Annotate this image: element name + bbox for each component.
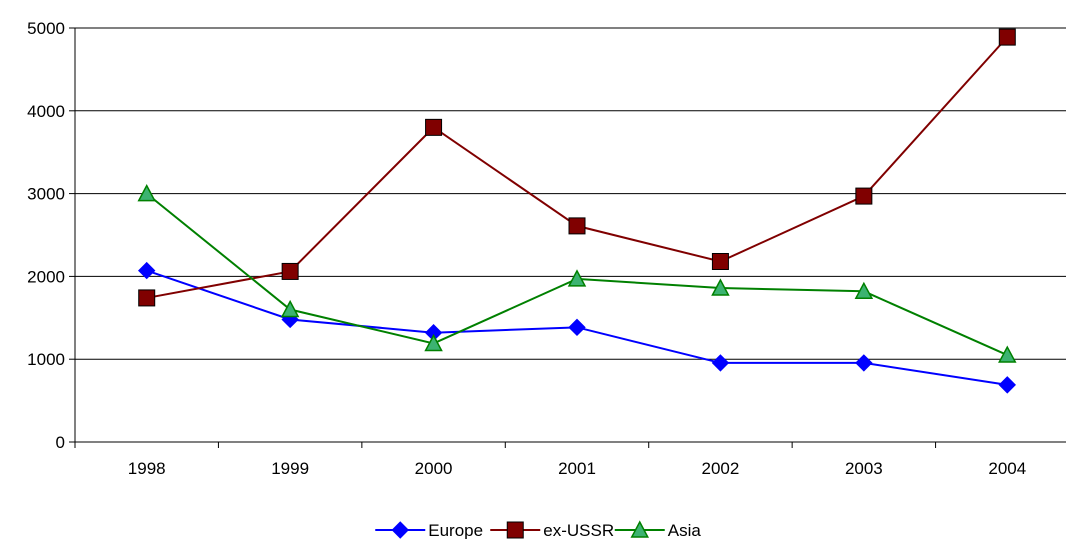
data-point xyxy=(567,269,587,287)
data-point xyxy=(998,345,1017,363)
x-tick-labels: 1998 1999 2000 2001 2002 2003 2004 xyxy=(128,459,1026,478)
x-tick-label: 2003 xyxy=(845,459,883,478)
series-lines xyxy=(137,28,1017,394)
legend-marker xyxy=(630,520,649,538)
data-point xyxy=(711,278,730,296)
x-tick-label: 2002 xyxy=(702,459,740,478)
legend-marker xyxy=(391,521,409,539)
y-tick-label: 4000 xyxy=(27,102,65,121)
x-tick-label: 2000 xyxy=(415,459,453,478)
data-point xyxy=(424,333,443,352)
x-tick-label: 1998 xyxy=(128,459,166,478)
grid-lines xyxy=(75,27,1066,360)
axes xyxy=(69,27,1066,448)
legend: Europe ex-USSR Asia xyxy=(375,520,702,539)
data-point xyxy=(568,217,586,235)
legend-label: Asia xyxy=(668,521,702,539)
series-line xyxy=(146,36,1009,299)
y-tick-label: 5000 xyxy=(27,19,65,38)
data-point xyxy=(138,289,156,307)
series-ex-ussr xyxy=(138,28,1016,307)
legend-label: Europe xyxy=(428,521,483,539)
data-point xyxy=(855,187,873,205)
data-point xyxy=(998,376,1016,394)
y-tick-label: 2000 xyxy=(27,267,65,286)
legend-entry: ex-USSR xyxy=(490,521,614,539)
data-point xyxy=(711,354,730,372)
legend-entry: Europe xyxy=(375,521,483,539)
data-point xyxy=(854,281,874,300)
legend-entry: Asia xyxy=(614,520,702,539)
data-point xyxy=(138,261,156,280)
data-point xyxy=(137,184,156,202)
data-point xyxy=(998,28,1016,46)
data-point xyxy=(425,118,443,136)
legend-label: ex-USSR xyxy=(543,521,614,539)
series-asia xyxy=(137,184,1017,363)
y-tick-label: 3000 xyxy=(27,185,65,204)
x-tick-label: 2004 xyxy=(988,459,1026,478)
data-point xyxy=(280,299,300,318)
y-tick-label: 1000 xyxy=(27,350,65,369)
data-point xyxy=(568,318,586,337)
data-point xyxy=(855,354,873,372)
x-tick-label: 2001 xyxy=(558,459,596,478)
data-point xyxy=(281,262,299,280)
y-tick-label: 0 xyxy=(56,433,65,452)
x-tick-label: 1999 xyxy=(271,459,309,478)
y-tick-labels: 0 1000 2000 3000 4000 5000 xyxy=(27,19,65,452)
data-point xyxy=(711,252,729,270)
legend-marker xyxy=(506,521,524,539)
